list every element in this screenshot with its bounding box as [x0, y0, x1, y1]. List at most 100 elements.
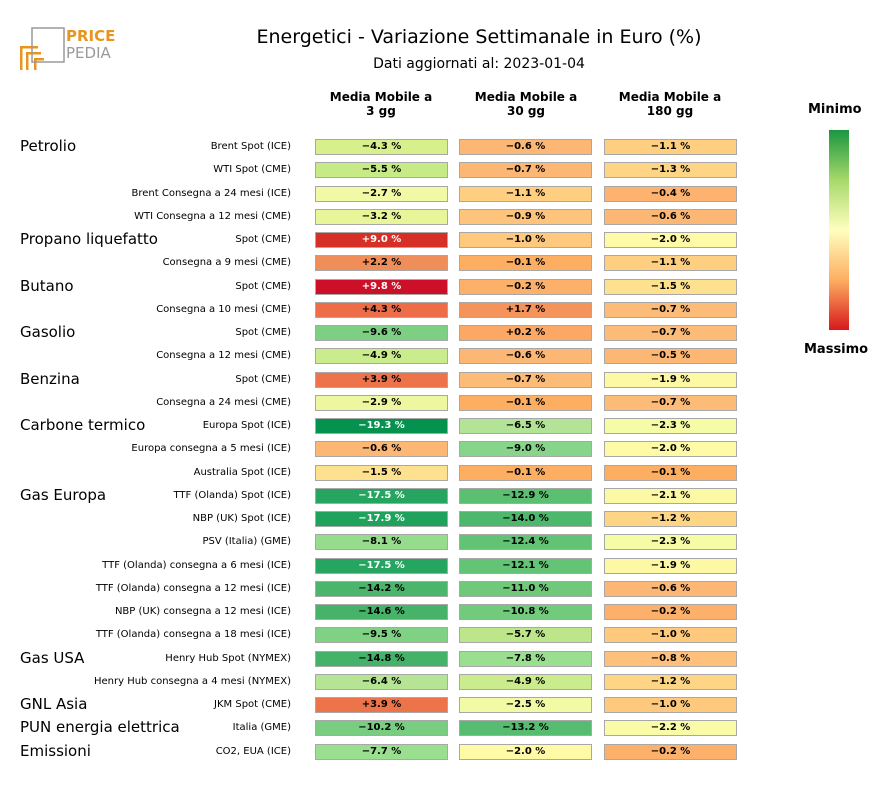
heatmap-cell: −1.1 %	[459, 185, 592, 202]
heatmap-cell: −10.2 %	[315, 720, 448, 737]
heatmap-cell: +3.9 %	[315, 697, 448, 713]
heatmap-cell: −11.0 %	[459, 580, 592, 597]
heatmap-cell: −0.6 %	[604, 580, 737, 597]
row-label: TTF (Olanda) consegna a 6 mesi (ICE)	[102, 559, 291, 571]
heatmap-cell: −2.7 %	[315, 185, 448, 202]
heatmap-cell: −1.3 %	[604, 162, 737, 179]
heatmap-cell: −1.0 %	[604, 627, 737, 644]
heatmap-cell: −1.0 %	[459, 232, 592, 248]
heatmap-cell: +1.7 %	[459, 301, 592, 318]
heatmap-cell: −6.5 %	[459, 418, 592, 434]
heatmap-cell: +2.2 %	[315, 255, 448, 272]
heatmap-cell: −5.7 %	[459, 627, 592, 644]
row-label: Australia Spot (ICE)	[193, 466, 291, 478]
group-label: Gasolio	[20, 323, 76, 341]
group-label: Butano	[20, 276, 74, 295]
heatmap-cell: −4.9 %	[459, 673, 592, 690]
group-label: Emissioni	[20, 741, 91, 760]
group-label: Gas Europa	[20, 485, 107, 504]
row-label: WTI Spot (CME)	[213, 164, 291, 176]
heatmap-cell: −12.4 %	[459, 534, 592, 551]
row-label: Consegna a 12 mesi (CME)	[156, 350, 291, 362]
heatmap-cell: −14.2 %	[315, 580, 448, 597]
heatmap-cell: −2.0 %	[459, 743, 592, 760]
heatmap-cell: +9.0 %	[315, 232, 448, 248]
heatmap-cell: −12.1 %	[459, 557, 592, 574]
heatmap-cell: −0.2 %	[459, 278, 592, 295]
row-label: Brent Spot (ICE)	[210, 141, 291, 152]
column-header-30gg: Media Mobile a 30 gg	[474, 90, 578, 118]
heatmap-cell: −1.9 %	[604, 557, 737, 574]
heatmap-cell: −1.2 %	[604, 511, 737, 527]
heatmap-cell: −2.3 %	[604, 534, 737, 551]
legend-color-bar	[829, 130, 849, 330]
heatmap-cell: −0.1 %	[604, 464, 737, 481]
heatmap-cell: +3.9 %	[315, 371, 448, 388]
heatmap-cell: −0.1 %	[459, 464, 592, 481]
heatmap-cell: −13.2 %	[459, 720, 592, 737]
heatmap-cell: −0.9 %	[459, 208, 592, 225]
row-label: Henry Hub consegna a 4 mesi (NYMEX)	[93, 675, 291, 687]
heatmap-cell: −9.0 %	[459, 441, 592, 458]
row-label: TTF (Olanda) Spot (ICE)	[173, 489, 291, 501]
heatmap-cell: −0.7 %	[604, 394, 737, 411]
heatmap-cell: −0.7 %	[459, 162, 592, 179]
row-label: TTF (Olanda) consegna a 12 mesi (ICE)	[95, 582, 291, 594]
heatmap-cell: −7.7 %	[315, 743, 448, 760]
heatmap-cell: −0.1 %	[459, 255, 592, 272]
heatmap-cell: −2.2 %	[604, 720, 737, 737]
heatmap-cell: −1.5 %	[604, 278, 737, 295]
heatmap-cell: −2.9 %	[315, 394, 448, 411]
row-label: Brent Consegna a 24 mesi (ICE)	[131, 187, 291, 199]
heatmap-cell: −5.5 %	[315, 162, 448, 179]
chart-subtitle: Dati aggiornati al: 2023-01-04	[373, 56, 585, 72]
row-label: Consegna a 24 mesi (CME)	[156, 396, 291, 408]
heatmap-cell: −17.5 %	[315, 487, 448, 504]
heatmap-cell: −7.8 %	[459, 650, 592, 667]
heatmap-cell: −9.5 %	[315, 627, 448, 644]
group-label: PUN energia elettrica	[20, 718, 180, 737]
pricepedia-logo: PRICE PEDIA	[20, 27, 115, 70]
heatmap-cell: −1.2 %	[604, 673, 737, 690]
heatmap-cell: +9.8 %	[315, 278, 448, 295]
heatmap-cell: −17.5 %	[315, 557, 448, 574]
column-header-180gg: Media Mobile a 180 gg	[618, 90, 722, 118]
heatmap-cell: −17.9 %	[315, 511, 448, 527]
heatmap-cell: −0.5 %	[604, 348, 737, 365]
row-label: Spot (CME)	[235, 327, 291, 338]
heatmap-cell: +4.3 %	[315, 301, 448, 318]
heatmap-cell: −19.3 %	[315, 418, 448, 434]
group-label: Propano liquefatto	[20, 230, 158, 248]
heatmap-cell: −0.7 %	[459, 371, 592, 388]
heatmap-cell: −0.1 %	[459, 394, 592, 411]
row-label: Europa consegna a 5 mesi (ICE)	[131, 443, 291, 455]
group-label: Gas USA	[20, 648, 85, 667]
logo-text-pedia: PEDIA	[66, 44, 111, 62]
group-label: Benzina	[20, 369, 80, 388]
row-label: NBP (UK) consegna a 12 mesi (ICE)	[114, 606, 291, 617]
column-header-3gg: Media Mobile a 3 gg	[329, 90, 433, 118]
heatmap-cell: −8.1 %	[315, 534, 448, 551]
heatmap-cell: −14.8 %	[315, 650, 448, 667]
heatmap-cell: −9.6 %	[315, 325, 448, 341]
heatmap-cell: −1.1 %	[604, 255, 737, 272]
legend-label-minimo: Minimo	[808, 102, 862, 117]
row-label: Spot (CME)	[235, 373, 291, 385]
heatmap-cell: −0.6 %	[459, 139, 592, 155]
heatmap-cell: +0.2 %	[459, 325, 592, 341]
heatmap-cell: −2.3 %	[604, 418, 737, 434]
heatmap-cell: −0.6 %	[315, 441, 448, 458]
heatmap-cell: −1.0 %	[604, 697, 737, 713]
heatmap-cell: −2.0 %	[604, 441, 737, 458]
group-label: Petrolio	[20, 137, 77, 155]
heatmap-cell: −0.6 %	[604, 208, 737, 225]
heatmap-cell: −1.9 %	[604, 371, 737, 388]
heatmap-cell: −0.2 %	[604, 604, 737, 620]
heatmap-cell: −10.8 %	[459, 604, 592, 620]
row-label: Consegna a 9 mesi (CME)	[162, 257, 291, 269]
heatmap-cell: −0.2 %	[604, 743, 737, 760]
row-label: JKM Spot (CME)	[214, 699, 291, 710]
heatmap-cell: −2.5 %	[459, 697, 592, 713]
row-label: TTF (Olanda) consegna a 18 mesi (ICE)	[95, 629, 291, 641]
heatmap-cell: −1.5 %	[315, 464, 448, 481]
